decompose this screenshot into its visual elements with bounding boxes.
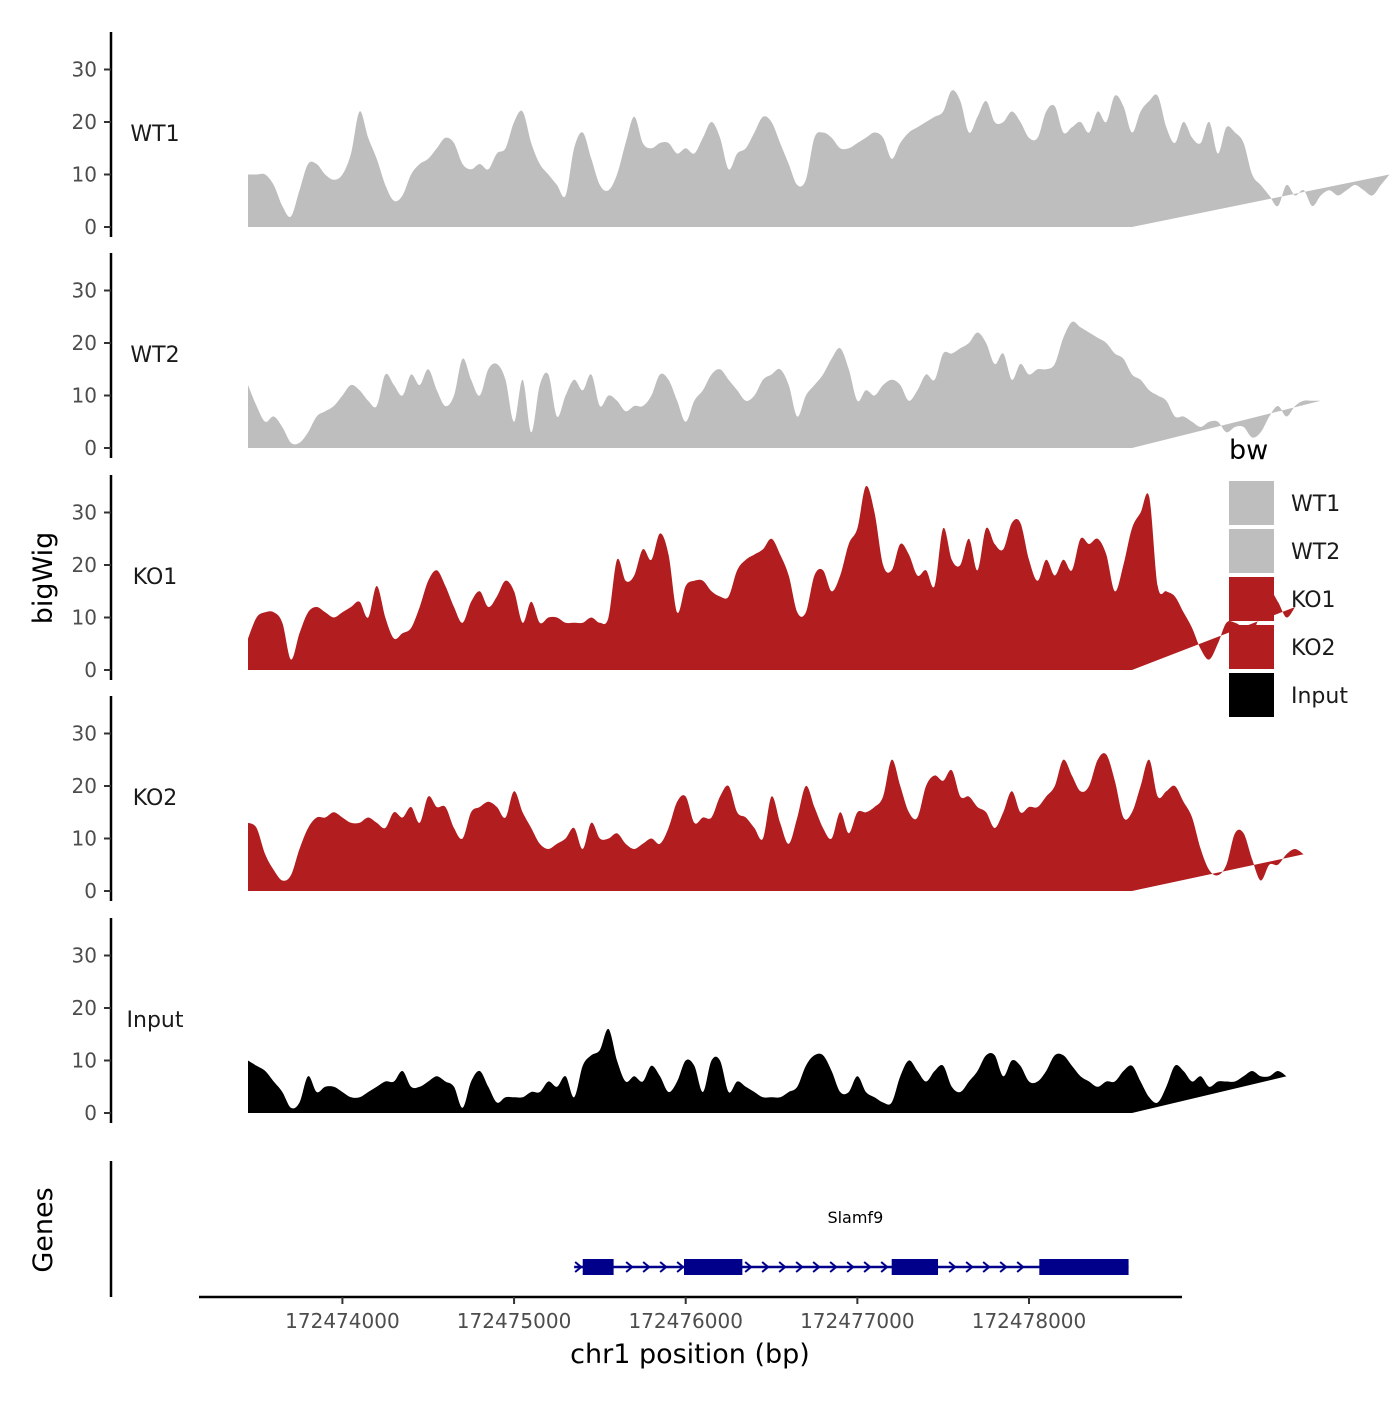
gene-label: Slamf9 — [827, 1208, 883, 1227]
legend-swatch — [1229, 673, 1274, 717]
strand-arrow — [1016, 1261, 1025, 1273]
strand-arrow — [642, 1261, 651, 1273]
y-tick-label: 10 — [72, 827, 97, 851]
y-axis-title: bigWig — [28, 532, 59, 625]
legend-swatch — [1229, 529, 1274, 573]
legend-label: Input — [1291, 684, 1348, 709]
legend-item-ko1: KO1 — [1229, 577, 1336, 621]
x-tick-label: 172477000 — [800, 1309, 915, 1333]
strand-arrow — [948, 1261, 957, 1273]
x-tick-label: 172475000 — [457, 1309, 572, 1333]
y-tick-label: 20 — [72, 331, 97, 355]
strand-arrow — [778, 1261, 787, 1273]
y-tick-label: 0 — [84, 1101, 97, 1125]
genes-panel: Slamf9 — [109, 1161, 1129, 1297]
track-ko2: 0 10 20 30 KO2 — [72, 696, 1304, 903]
genes-axis-title: Genes — [28, 1187, 59, 1272]
strand-arrow — [761, 1261, 770, 1273]
strand-arrow — [795, 1261, 804, 1273]
gene-slamf9: Slamf9 — [574, 1208, 1129, 1275]
legend-label: WT1 — [1291, 492, 1340, 517]
strand-arrow — [676, 1261, 685, 1273]
y-tick-label: 10 — [72, 606, 97, 630]
strand-arrow — [965, 1261, 974, 1273]
y-tick-label: 10 — [72, 384, 97, 408]
gene-exon — [1039, 1259, 1129, 1275]
y-tick-label: 20 — [72, 774, 97, 798]
legend-label: WT2 — [1291, 540, 1340, 565]
y-tick-label: 10 — [72, 1049, 97, 1073]
coverage-area-ko2 — [248, 753, 1304, 891]
track-wt2: 0 10 20 30 WT2 — [72, 253, 1321, 460]
y-tick-label: 30 — [72, 944, 97, 968]
strand-arrow — [863, 1261, 872, 1273]
legend-swatch — [1229, 625, 1274, 669]
track-label: WT2 — [130, 343, 179, 368]
strand-arrow — [880, 1261, 889, 1273]
legend-swatch — [1229, 481, 1274, 525]
gene-exon — [891, 1259, 939, 1275]
strand-arrow — [625, 1261, 634, 1273]
strand-arrow — [829, 1261, 838, 1273]
strand-arrow — [574, 1261, 583, 1273]
gene-exon — [683, 1259, 743, 1275]
strand-arrow — [744, 1261, 753, 1273]
track-ko1: 0 10 20 30 KO1 — [72, 475, 1296, 682]
x-axis: 172474000 172475000 172476000 172477000 1724… — [199, 1295, 1182, 1333]
legend-item-wt2: WT2 — [1229, 529, 1340, 573]
y-tick-label: 20 — [72, 110, 97, 134]
y-tick-label: 0 — [84, 436, 97, 460]
y-tick-label: 0 — [84, 658, 97, 682]
coverage-area-wt1 — [248, 90, 1390, 227]
strand-arrow — [846, 1261, 855, 1273]
y-tick-label: 0 — [84, 215, 97, 239]
strand-arrow — [659, 1261, 668, 1273]
track-label: WT1 — [130, 122, 179, 147]
legend-item-ko2: KO2 — [1229, 625, 1336, 669]
legend: bw WT1 WT2 KO1 KO2 Input — [1229, 435, 1348, 717]
y-tick-label: 30 — [72, 722, 97, 746]
y-tick-label: 20 — [72, 553, 97, 577]
coverage-area-ko1 — [248, 485, 1296, 670]
legend-title: bw — [1229, 435, 1268, 466]
y-tick-label: 30 — [72, 501, 97, 525]
y-tick-label: 10 — [72, 163, 97, 187]
gene-exon — [582, 1259, 614, 1275]
x-tick-label: 172476000 — [628, 1309, 743, 1333]
coverage-area-wt2 — [248, 321, 1321, 448]
coverage-area-input — [248, 1028, 1287, 1113]
legend-item-input: Input — [1229, 673, 1348, 717]
x-axis-title: chr1 position (bp) — [570, 1339, 810, 1370]
strand-arrow — [982, 1261, 991, 1273]
track-input: 0 10 20 30 Input — [72, 918, 1287, 1125]
strand-arrow — [812, 1261, 821, 1273]
legend-label: KO2 — [1291, 636, 1336, 661]
legend-swatch — [1229, 577, 1274, 621]
y-tick-label: 0 — [84, 879, 97, 903]
y-tick-label: 30 — [72, 58, 97, 82]
y-tick-label: 30 — [72, 279, 97, 303]
track-label: KO2 — [133, 786, 178, 811]
coverage-tracks: 0 10 20 30 WT1 0 10 20 30 WT2 0 10 20 30 KO1 0 10 20 30 KO2… — [72, 32, 1390, 1125]
x-tick-label: 172474000 — [285, 1309, 400, 1333]
strand-arrow — [999, 1261, 1008, 1273]
legend-label: KO1 — [1291, 588, 1336, 613]
y-tick-label: 20 — [72, 996, 97, 1020]
track-label: KO1 — [133, 565, 178, 590]
track-label: Input — [127, 1008, 184, 1033]
track-wt1: 0 10 20 30 WT1 — [72, 32, 1390, 239]
x-tick-label: 172478000 — [972, 1309, 1087, 1333]
legend-item-wt1: WT1 — [1229, 481, 1340, 525]
